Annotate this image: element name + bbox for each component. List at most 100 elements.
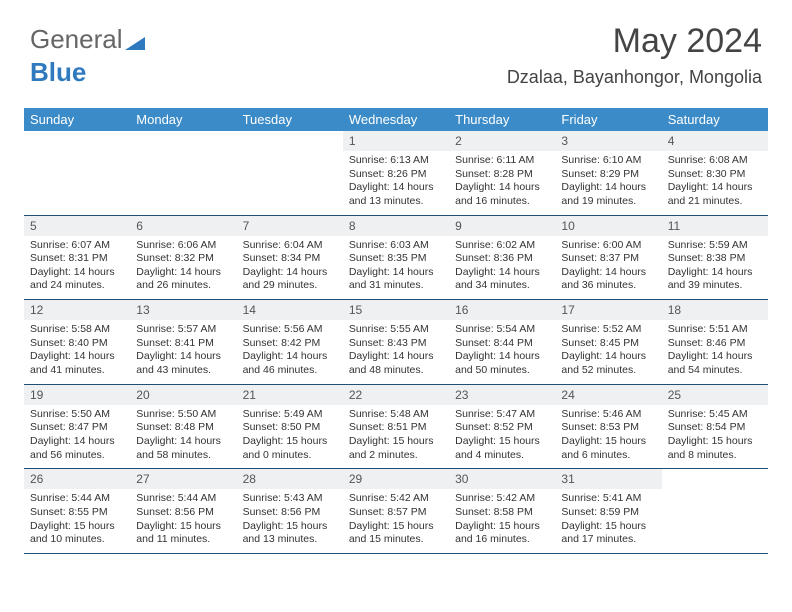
month-title: May 2024 <box>507 22 762 61</box>
logo-text-blue: Blue <box>30 57 86 87</box>
calendar-day-cell: 7Sunrise: 6:04 AMSunset: 8:34 PMDaylight… <box>237 215 343 300</box>
day-details: Sunrise: 6:00 AMSunset: 8:37 PMDaylight:… <box>555 236 661 300</box>
day-number: 20 <box>130 385 236 405</box>
calendar-day-cell: 16Sunrise: 5:54 AMSunset: 8:44 PMDayligh… <box>449 300 555 385</box>
day-number: 3 <box>555 131 661 151</box>
day-details: Sunrise: 6:06 AMSunset: 8:32 PMDaylight:… <box>130 236 236 300</box>
day-number: 24 <box>555 385 661 405</box>
calendar-day-cell: 3Sunrise: 6:10 AMSunset: 8:29 PMDaylight… <box>555 131 661 215</box>
day-number: 16 <box>449 300 555 320</box>
day-number: 4 <box>662 131 768 151</box>
logo-text-general: General <box>30 24 123 54</box>
day-details <box>130 151 236 209</box>
day-number: 5 <box>24 216 130 236</box>
day-number: 23 <box>449 385 555 405</box>
calendar-day-cell: 18Sunrise: 5:51 AMSunset: 8:46 PMDayligh… <box>662 300 768 385</box>
day-details <box>237 151 343 209</box>
calendar-day-cell <box>130 131 236 215</box>
day-details: Sunrise: 5:58 AMSunset: 8:40 PMDaylight:… <box>24 320 130 384</box>
day-details: Sunrise: 5:42 AMSunset: 8:57 PMDaylight:… <box>343 489 449 553</box>
day-number: 11 <box>662 216 768 236</box>
day-details: Sunrise: 5:51 AMSunset: 8:46 PMDaylight:… <box>662 320 768 384</box>
day-number: 8 <box>343 216 449 236</box>
calendar-body: 1Sunrise: 6:13 AMSunset: 8:26 PMDaylight… <box>24 131 768 553</box>
day-details: Sunrise: 6:04 AMSunset: 8:34 PMDaylight:… <box>237 236 343 300</box>
calendar-day-cell: 27Sunrise: 5:44 AMSunset: 8:56 PMDayligh… <box>130 469 236 554</box>
calendar-day-cell: 8Sunrise: 6:03 AMSunset: 8:35 PMDaylight… <box>343 215 449 300</box>
day-details: Sunrise: 6:10 AMSunset: 8:29 PMDaylight:… <box>555 151 661 215</box>
calendar-day-cell: 13Sunrise: 5:57 AMSunset: 8:41 PMDayligh… <box>130 300 236 385</box>
day-number: 28 <box>237 469 343 489</box>
calendar: SundayMondayTuesdayWednesdayThursdayFrid… <box>24 108 768 554</box>
day-number: 14 <box>237 300 343 320</box>
calendar-week-row: 1Sunrise: 6:13 AMSunset: 8:26 PMDaylight… <box>24 131 768 215</box>
calendar-day-cell: 4Sunrise: 6:08 AMSunset: 8:30 PMDaylight… <box>662 131 768 215</box>
calendar-week-row: 19Sunrise: 5:50 AMSunset: 8:47 PMDayligh… <box>24 384 768 469</box>
day-details: Sunrise: 5:47 AMSunset: 8:52 PMDaylight:… <box>449 405 555 469</box>
calendar-day-cell: 30Sunrise: 5:42 AMSunset: 8:58 PMDayligh… <box>449 469 555 554</box>
day-number: 13 <box>130 300 236 320</box>
calendar-day-cell: 28Sunrise: 5:43 AMSunset: 8:56 PMDayligh… <box>237 469 343 554</box>
calendar-day-cell: 21Sunrise: 5:49 AMSunset: 8:50 PMDayligh… <box>237 384 343 469</box>
calendar-week-row: 26Sunrise: 5:44 AMSunset: 8:55 PMDayligh… <box>24 469 768 554</box>
calendar-day-cell: 5Sunrise: 6:07 AMSunset: 8:31 PMDaylight… <box>24 215 130 300</box>
calendar-day-cell: 2Sunrise: 6:11 AMSunset: 8:28 PMDaylight… <box>449 131 555 215</box>
calendar-day-cell: 22Sunrise: 5:48 AMSunset: 8:51 PMDayligh… <box>343 384 449 469</box>
calendar-day-cell: 12Sunrise: 5:58 AMSunset: 8:40 PMDayligh… <box>24 300 130 385</box>
day-number: 7 <box>237 216 343 236</box>
day-details: Sunrise: 5:50 AMSunset: 8:48 PMDaylight:… <box>130 405 236 469</box>
day-details: Sunrise: 5:56 AMSunset: 8:42 PMDaylight:… <box>237 320 343 384</box>
day-details: Sunrise: 5:54 AMSunset: 8:44 PMDaylight:… <box>449 320 555 384</box>
day-header: Saturday <box>662 108 768 131</box>
day-details: Sunrise: 5:42 AMSunset: 8:58 PMDaylight:… <box>449 489 555 553</box>
calendar-day-cell: 20Sunrise: 5:50 AMSunset: 8:48 PMDayligh… <box>130 384 236 469</box>
header-right: May 2024 Dzalaa, Bayanhongor, Mongolia <box>507 22 762 88</box>
day-details: Sunrise: 6:07 AMSunset: 8:31 PMDaylight:… <box>24 236 130 300</box>
day-header: Friday <box>555 108 661 131</box>
day-number: 26 <box>24 469 130 489</box>
day-details: Sunrise: 5:59 AMSunset: 8:38 PMDaylight:… <box>662 236 768 300</box>
calendar-table: SundayMondayTuesdayWednesdayThursdayFrid… <box>24 108 768 554</box>
day-details: Sunrise: 5:41 AMSunset: 8:59 PMDaylight:… <box>555 489 661 553</box>
day-number: 17 <box>555 300 661 320</box>
day-number: 19 <box>24 385 130 405</box>
day-details: Sunrise: 6:08 AMSunset: 8:30 PMDaylight:… <box>662 151 768 215</box>
day-header: Monday <box>130 108 236 131</box>
day-number <box>130 131 236 151</box>
calendar-day-cell: 31Sunrise: 5:41 AMSunset: 8:59 PMDayligh… <box>555 469 661 554</box>
day-details: Sunrise: 5:46 AMSunset: 8:53 PMDaylight:… <box>555 405 661 469</box>
calendar-week-row: 12Sunrise: 5:58 AMSunset: 8:40 PMDayligh… <box>24 300 768 385</box>
calendar-day-cell: 17Sunrise: 5:52 AMSunset: 8:45 PMDayligh… <box>555 300 661 385</box>
day-details: Sunrise: 5:55 AMSunset: 8:43 PMDaylight:… <box>343 320 449 384</box>
calendar-week-row: 5Sunrise: 6:07 AMSunset: 8:31 PMDaylight… <box>24 215 768 300</box>
calendar-header-row: SundayMondayTuesdayWednesdayThursdayFrid… <box>24 108 768 131</box>
day-number: 29 <box>343 469 449 489</box>
day-number <box>662 469 768 489</box>
location: Dzalaa, Bayanhongor, Mongolia <box>507 67 762 88</box>
calendar-day-cell <box>662 469 768 554</box>
day-details: Sunrise: 5:48 AMSunset: 8:51 PMDaylight:… <box>343 405 449 469</box>
day-details: Sunrise: 5:44 AMSunset: 8:56 PMDaylight:… <box>130 489 236 553</box>
calendar-day-cell: 26Sunrise: 5:44 AMSunset: 8:55 PMDayligh… <box>24 469 130 554</box>
day-details: Sunrise: 5:52 AMSunset: 8:45 PMDaylight:… <box>555 320 661 384</box>
day-header: Sunday <box>24 108 130 131</box>
day-details: Sunrise: 6:11 AMSunset: 8:28 PMDaylight:… <box>449 151 555 215</box>
day-number: 30 <box>449 469 555 489</box>
day-number: 15 <box>343 300 449 320</box>
day-number: 9 <box>449 216 555 236</box>
calendar-day-cell: 1Sunrise: 6:13 AMSunset: 8:26 PMDaylight… <box>343 131 449 215</box>
calendar-day-cell <box>24 131 130 215</box>
day-number: 25 <box>662 385 768 405</box>
calendar-day-cell: 25Sunrise: 5:45 AMSunset: 8:54 PMDayligh… <box>662 384 768 469</box>
calendar-day-cell: 29Sunrise: 5:42 AMSunset: 8:57 PMDayligh… <box>343 469 449 554</box>
day-details: Sunrise: 5:57 AMSunset: 8:41 PMDaylight:… <box>130 320 236 384</box>
day-details: Sunrise: 6:03 AMSunset: 8:35 PMDaylight:… <box>343 236 449 300</box>
calendar-day-cell: 15Sunrise: 5:55 AMSunset: 8:43 PMDayligh… <box>343 300 449 385</box>
day-number: 1 <box>343 131 449 151</box>
day-number <box>24 131 130 151</box>
day-number: 22 <box>343 385 449 405</box>
day-header: Thursday <box>449 108 555 131</box>
day-number: 12 <box>24 300 130 320</box>
day-details <box>662 489 768 547</box>
day-details: Sunrise: 5:43 AMSunset: 8:56 PMDaylight:… <box>237 489 343 553</box>
